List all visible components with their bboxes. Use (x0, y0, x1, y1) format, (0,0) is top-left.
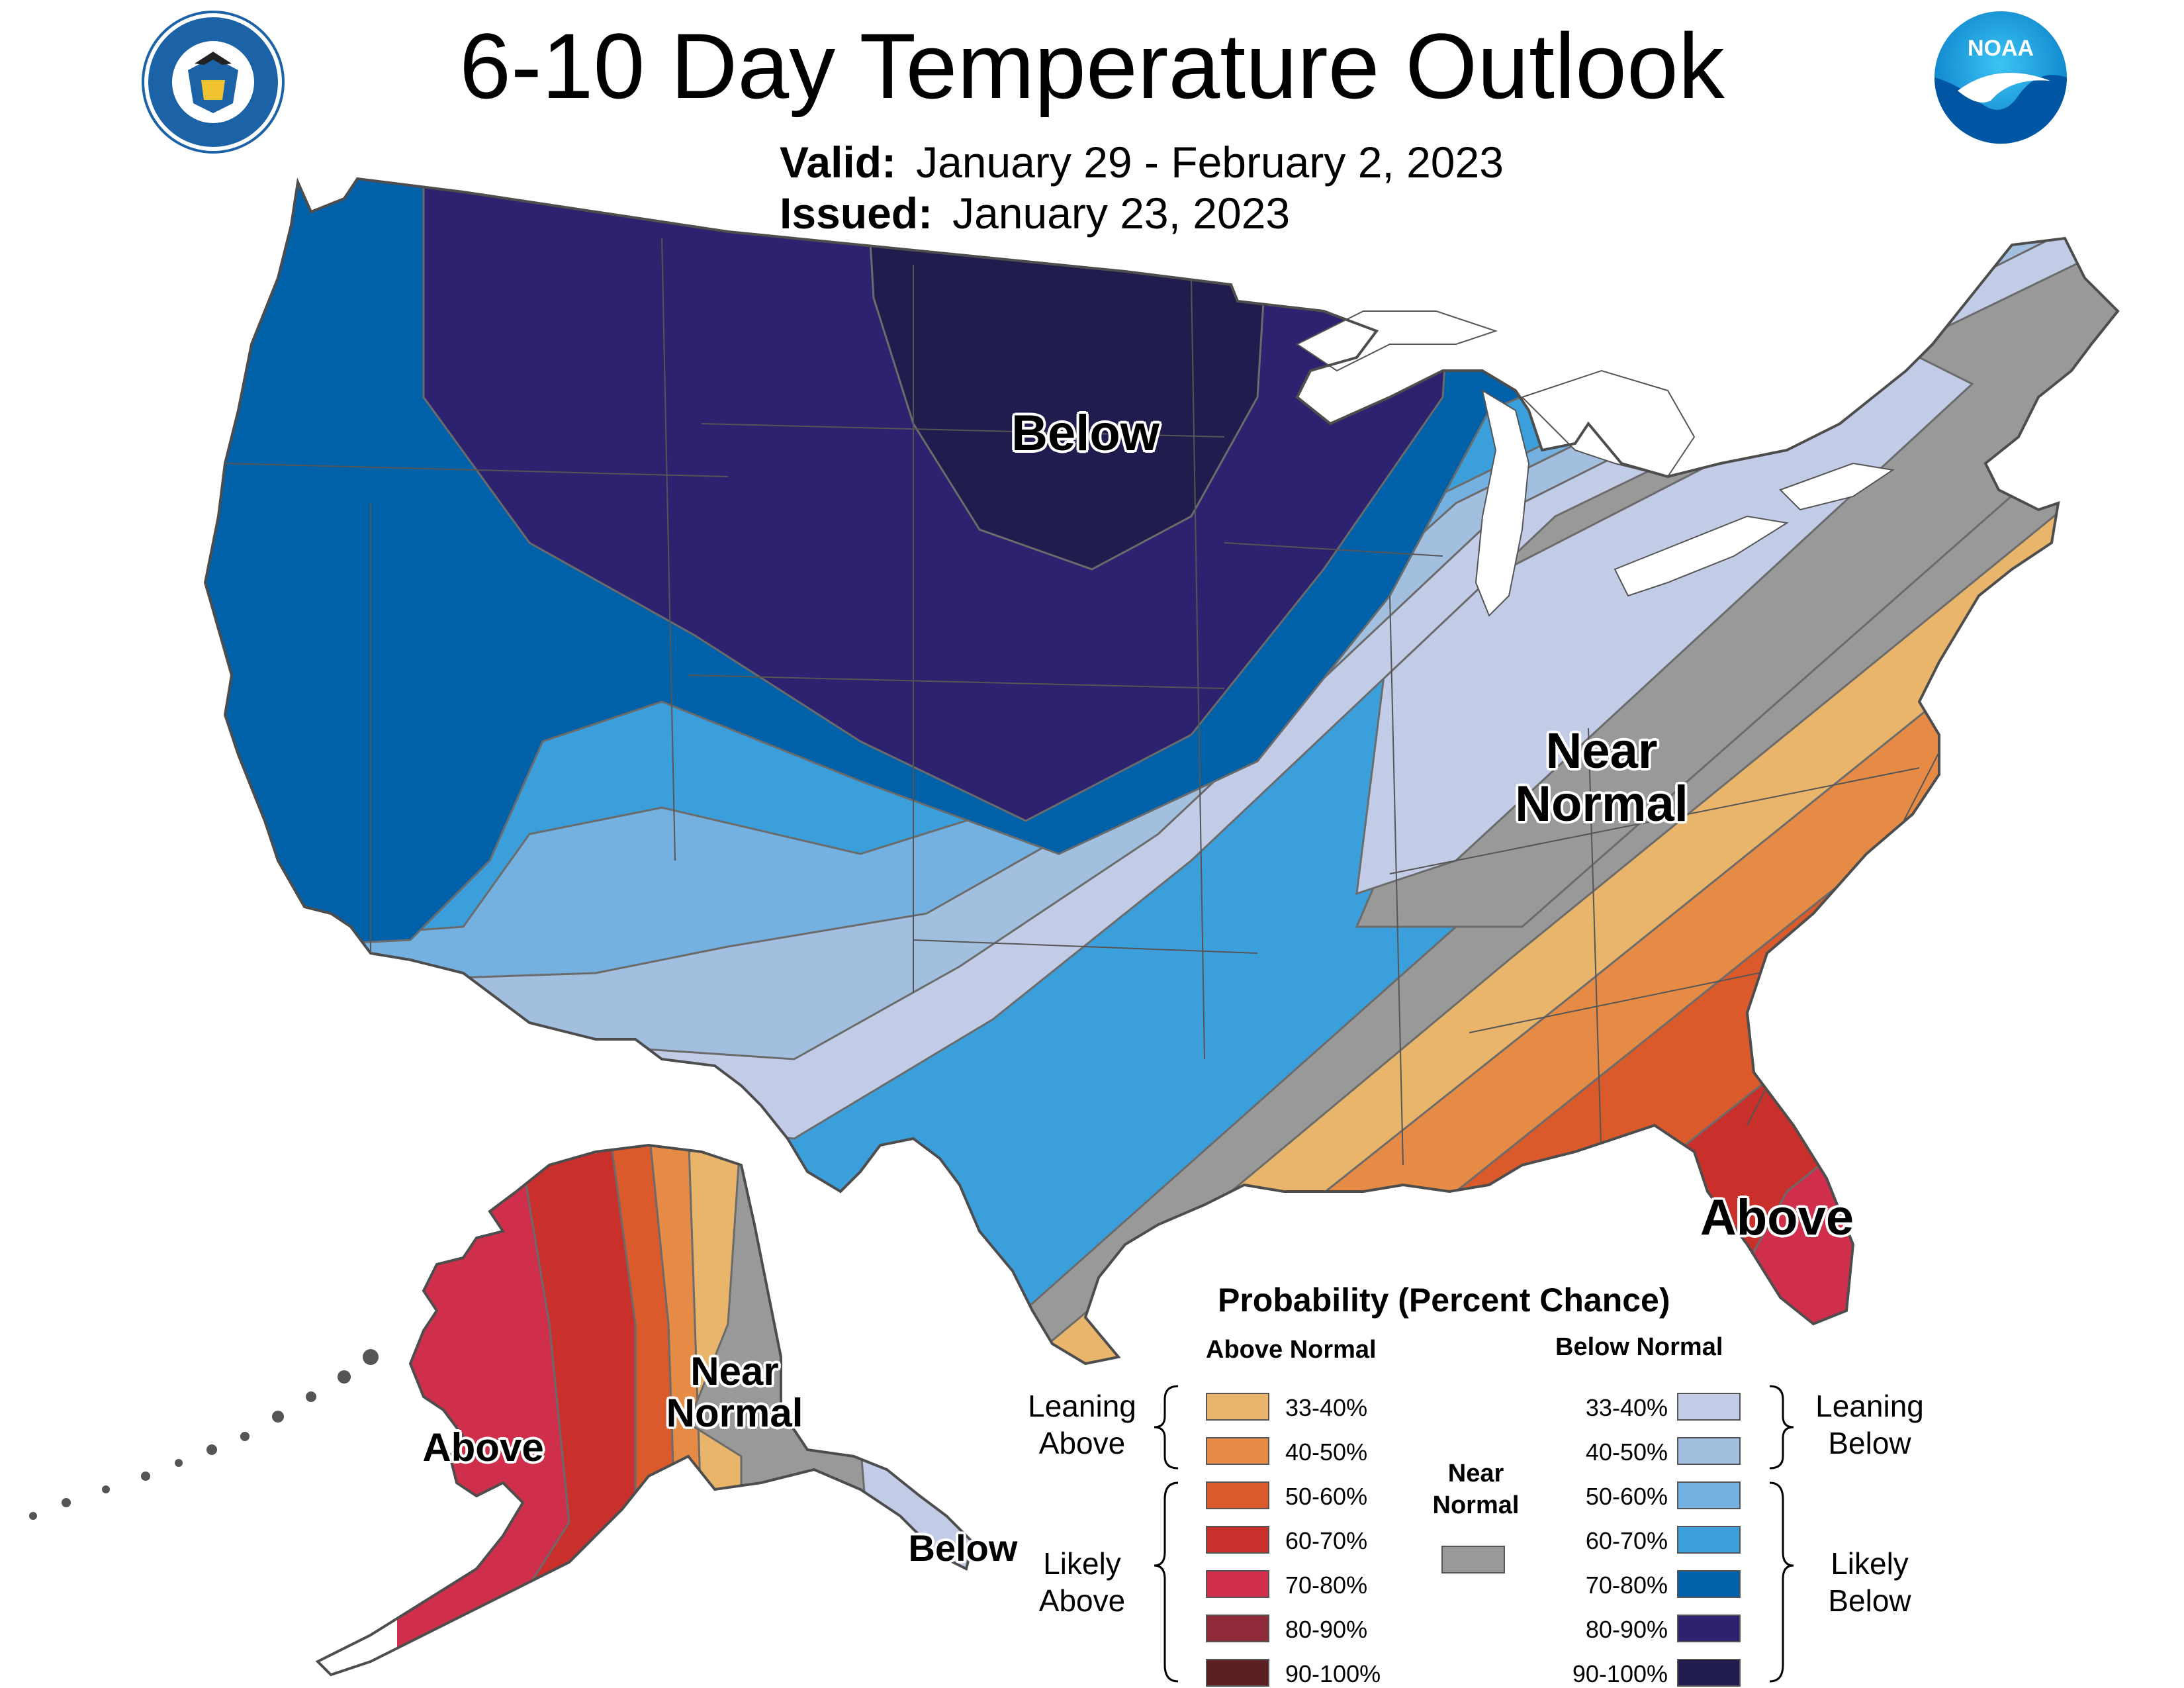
commerce-seal-logo (144, 13, 282, 151)
leaning-below-line2: Below (1828, 1426, 1911, 1460)
likely-below-line2: Below (1828, 1583, 1911, 1618)
valid-text: January 29 - February 2, 2023 (916, 138, 1504, 187)
ak-above-label: Above (422, 1425, 544, 1470)
legend-below-swatch (1677, 1437, 1741, 1465)
legend-below-swatch (1677, 1481, 1741, 1509)
legend-below-range: 70-80% (1585, 1571, 1668, 1599)
legend-near-line1: Near (1447, 1460, 1504, 1487)
issued-text: January 23, 2023 (952, 189, 1291, 238)
legend-above-range: 50-60% (1285, 1483, 1368, 1510)
legend-above-range: 90-100% (1285, 1660, 1381, 1687)
leaning-above-line1: Leaning (1028, 1389, 1136, 1423)
ak-below-label: Below (908, 1527, 1018, 1569)
ak-near-normal-label: Near Normal (635, 1350, 834, 1434)
legend-above-swatch (1206, 1526, 1269, 1554)
legend-above-swatch (1206, 1393, 1269, 1421)
legend-below-swatch (1677, 1659, 1741, 1687)
legend-below-swatch (1677, 1393, 1741, 1421)
likely-above-line2: Above (1038, 1583, 1126, 1618)
legend-below-swatch (1677, 1615, 1741, 1642)
legend-above-range: 70-80% (1285, 1571, 1368, 1599)
legend-above-swatch (1206, 1481, 1269, 1509)
page-title: 6-10 Day Temperature Outlook (459, 14, 1725, 118)
commerce-seal-icon (172, 41, 254, 123)
legend-above-braces (1154, 1385, 1179, 1683)
legend-above-swatch (1206, 1437, 1269, 1465)
likely-below-label: Likely Below (1800, 1545, 1939, 1619)
legend-above-range: 60-70% (1285, 1527, 1368, 1554)
legend-below-range: 90-100% (1572, 1660, 1668, 1687)
legend-below-range: 33-40% (1585, 1394, 1668, 1421)
leaning-above-line2: Above (1038, 1426, 1126, 1460)
legend-below-braces (1769, 1385, 1794, 1683)
conus-below-label: Below (1011, 405, 1160, 461)
legend-near-swatch (1441, 1546, 1505, 1573)
legend-below-header: Below Normal (1555, 1333, 1723, 1361)
ak-near-line1: Near (690, 1349, 779, 1393)
legend-above-swatch (1206, 1570, 1269, 1598)
noaa-logo: NOAA (1931, 8, 2070, 147)
legend-below-swatch (1677, 1526, 1741, 1554)
legend-title: Probability (Percent Chance) (1218, 1282, 1670, 1319)
valid-dates: Valid: January 29 - February 2, 2023 (780, 136, 1504, 189)
legend-below-swatch (1677, 1570, 1741, 1598)
legend-above-swatch (1206, 1615, 1269, 1642)
likely-above-label: Likely Above (1013, 1545, 1152, 1619)
ak-near-line2: Normal (666, 1391, 803, 1435)
noaa-logo-icon: NOAA (1934, 11, 2067, 144)
leaning-below-line1: Leaning (1815, 1389, 1924, 1423)
legend-above-range: 40-50% (1285, 1438, 1368, 1466)
leaning-below-label: Leaning Below (1800, 1387, 1939, 1462)
conus-near-line2: Normal (1515, 775, 1688, 832)
conus-above-label: Above (1700, 1190, 1854, 1246)
issued-label: Issued: (780, 189, 933, 238)
legend-above-range: 80-90% (1285, 1616, 1368, 1643)
conus-near-normal-label: Near Normal (1469, 725, 1734, 831)
legend-above-header: Above Normal (1206, 1336, 1377, 1364)
legend-below-range: 50-60% (1585, 1483, 1668, 1510)
issued-date: Issued: January 23, 2023 (780, 187, 1290, 240)
leaning-above-label: Leaning Above (1013, 1387, 1152, 1462)
legend-near-label: Near Normal (1423, 1458, 1529, 1521)
conus-near-line1: Near (1545, 723, 1658, 779)
legend-below-range: 80-90% (1585, 1616, 1668, 1643)
legend-below-range: 40-50% (1585, 1438, 1668, 1466)
noaa-logo-text: NOAA (1968, 36, 2034, 61)
likely-below-line1: Likely (1831, 1546, 1909, 1581)
legend-above-range: 33-40% (1285, 1394, 1368, 1421)
legend-above-swatch (1206, 1659, 1269, 1687)
legend-near-line2: Normal (1432, 1491, 1520, 1519)
valid-label: Valid: (780, 138, 897, 187)
legend-below-range: 60-70% (1585, 1527, 1668, 1554)
likely-above-line1: Likely (1043, 1546, 1121, 1581)
